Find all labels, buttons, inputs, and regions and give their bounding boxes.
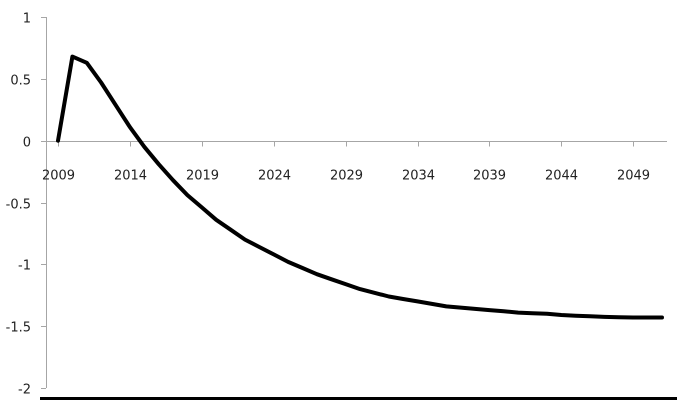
x-tick-label: 2044 xyxy=(545,169,578,184)
x-tick-label: 2009 xyxy=(42,169,75,184)
x-tick-label: 2039 xyxy=(473,169,506,184)
x-tick-label: 2024 xyxy=(258,169,291,184)
x-tick-label: 2029 xyxy=(330,169,363,184)
y-tick-label: -1 xyxy=(18,259,31,274)
x-tick-label: 2034 xyxy=(402,169,435,184)
x-tick-label: 2014 xyxy=(114,169,147,184)
x-tick-label: 2019 xyxy=(186,169,219,184)
y-tick-label: -2 xyxy=(18,383,31,398)
y-tick-label: 0.5 xyxy=(10,74,31,89)
y-tick-label: -1.5 xyxy=(6,321,31,336)
y-tick-label: 0 xyxy=(23,136,31,151)
y-tick-label: -0.5 xyxy=(6,198,31,213)
series-layer xyxy=(56,54,664,320)
y-axis: 1 0.5 0 -0.5 -1 -1.5 -2 xyxy=(6,12,47,398)
y-tick-label: 1 xyxy=(23,12,31,27)
series-line xyxy=(56,54,664,320)
x-axis: 2009 2014 2019 2024 2029 2034 2039 2044 2049 xyxy=(42,141,667,184)
x-tick-label: 2049 xyxy=(617,169,650,184)
